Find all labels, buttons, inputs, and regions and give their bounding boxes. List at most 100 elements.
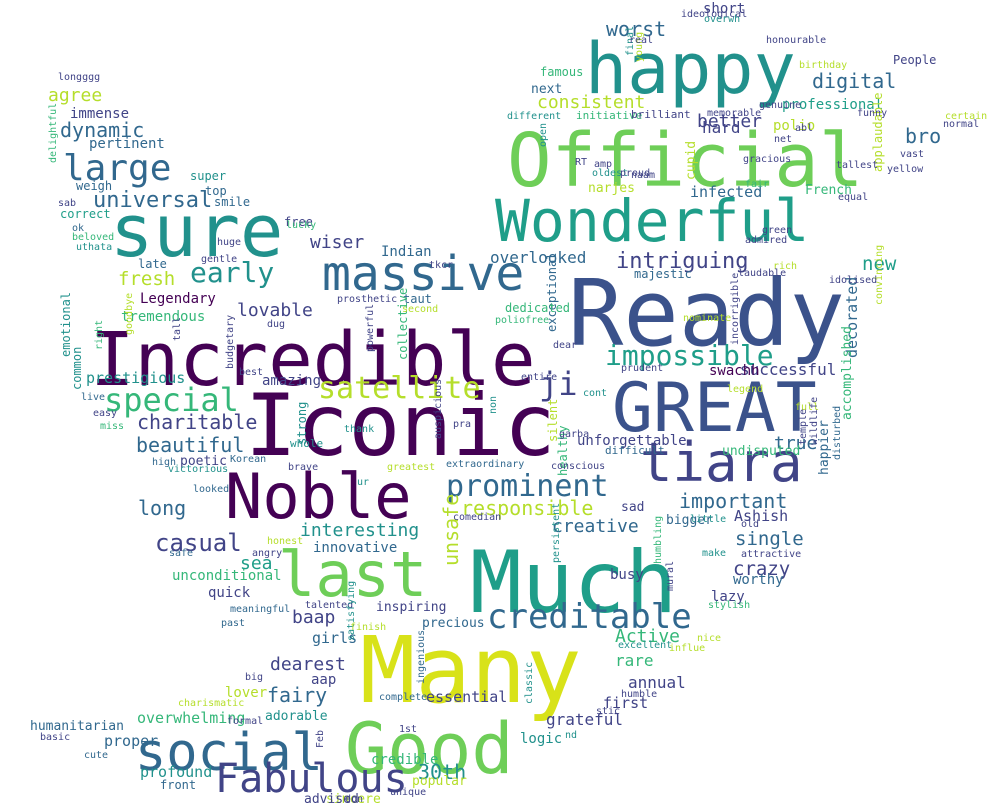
word-63: important (679, 489, 787, 513)
word-158: full (795, 402, 819, 413)
word-231: thank (344, 424, 374, 435)
word-12: Much (470, 533, 677, 633)
word-110: happier (817, 420, 832, 475)
word-113: cupid (684, 141, 699, 180)
word-19: satellite (318, 371, 481, 406)
word-21: prominent (446, 469, 609, 504)
word-146: yellow (887, 164, 924, 175)
word-2: sure (110, 189, 283, 273)
word-27: better (697, 111, 762, 132)
word-143: gracious (743, 154, 791, 165)
word-250: honourable (766, 35, 826, 46)
word-154: incorrigible (730, 273, 741, 345)
word-222: second (402, 304, 438, 315)
word-3: Wonderful (495, 187, 809, 255)
word-31: bro (905, 124, 941, 148)
word-224: powerful (365, 304, 376, 352)
word-195: classic (524, 662, 535, 704)
word-190: complete (379, 692, 427, 703)
word-182: angry (252, 548, 282, 559)
word-194: Feb (315, 730, 326, 748)
word-54: tremendous (121, 309, 205, 325)
word-87: girls (312, 629, 357, 647)
word-135: whole (290, 437, 323, 450)
word-199: excellent (618, 640, 672, 651)
word-9: GREAT (612, 369, 817, 448)
word-33: dynamic (60, 118, 144, 142)
word-176: greatest (387, 462, 435, 473)
word-175: brave (288, 462, 318, 473)
word-180: ur (357, 477, 369, 488)
word-81: worthy (733, 572, 784, 588)
word-159: temple (798, 409, 809, 445)
word-204: humbling (653, 516, 664, 564)
word-171: high (152, 457, 176, 468)
word-207: make (702, 548, 726, 559)
word-48: fresh (118, 268, 175, 290)
word-109: cute (84, 750, 108, 761)
word-179: comedian (453, 512, 501, 523)
word-150: rich (773, 261, 797, 272)
word-148: admired (745, 235, 787, 246)
word-200: influe (669, 643, 705, 654)
word-240: net (774, 134, 792, 145)
word-162: dug (267, 319, 285, 330)
word-129: taut (403, 292, 432, 306)
word-208: attractive (741, 549, 801, 560)
word-193: 1st (399, 724, 417, 735)
word-97: profound (140, 763, 212, 781)
word-38: hard (702, 118, 741, 137)
word-219: gentle (201, 254, 237, 265)
word-235: oldest (592, 168, 628, 179)
word-88: inspiring (376, 600, 446, 615)
word-172: victorious (168, 464, 228, 475)
word-132: healthy (556, 425, 570, 476)
word-75: innovative (313, 540, 397, 556)
word-80: lazy (711, 589, 745, 605)
word-102: sincere (326, 792, 381, 807)
word-178: conscious (551, 461, 605, 472)
word-77: quick (208, 585, 251, 601)
word-141: genuine (759, 100, 801, 111)
word-127: majestic (634, 267, 692, 281)
word-191: formal (227, 716, 263, 727)
word-115: bigger (666, 513, 713, 528)
word-202: stylish (708, 600, 750, 611)
word-23: early (190, 256, 274, 289)
word-210: don (345, 794, 363, 805)
word-217: lucky (286, 220, 316, 231)
word-49: lovable (237, 300, 313, 321)
word-106: aap (311, 672, 336, 688)
word-188: finish (350, 622, 386, 633)
word-73: crazy (733, 558, 790, 580)
word-40: professional (782, 97, 883, 113)
word-4: large (63, 148, 171, 189)
word-198: nd (565, 730, 577, 741)
word-35: immense (70, 106, 129, 122)
word-61: swachh (709, 363, 760, 379)
word-144: tallest (836, 160, 878, 171)
word-134: strong (295, 402, 309, 445)
word-24: intriguing (616, 249, 748, 274)
word-243: normal (943, 119, 979, 130)
word-67: casual (155, 529, 242, 557)
word-17: Fabulous (215, 756, 408, 802)
word-119: top (205, 184, 227, 198)
word-137: initiative (576, 109, 642, 122)
word-53: Legendary (140, 291, 216, 307)
word-163: best (239, 367, 263, 378)
word-59: true (774, 433, 817, 454)
word-229: pra (453, 419, 471, 430)
word-157: legend (727, 384, 763, 395)
word-215: beloved (72, 232, 114, 243)
word-156: prudent (621, 363, 663, 374)
word-239: fair (745, 179, 769, 190)
word-151: laudable (738, 268, 786, 279)
word-153: convincing (874, 245, 885, 305)
word-104: adorable (265, 709, 328, 724)
word-122: weigh (76, 179, 112, 193)
word-52: overlooked (490, 248, 586, 267)
word-126: exceptional (545, 253, 559, 332)
word-1: Official (507, 118, 863, 204)
word-0: happy (585, 28, 796, 110)
